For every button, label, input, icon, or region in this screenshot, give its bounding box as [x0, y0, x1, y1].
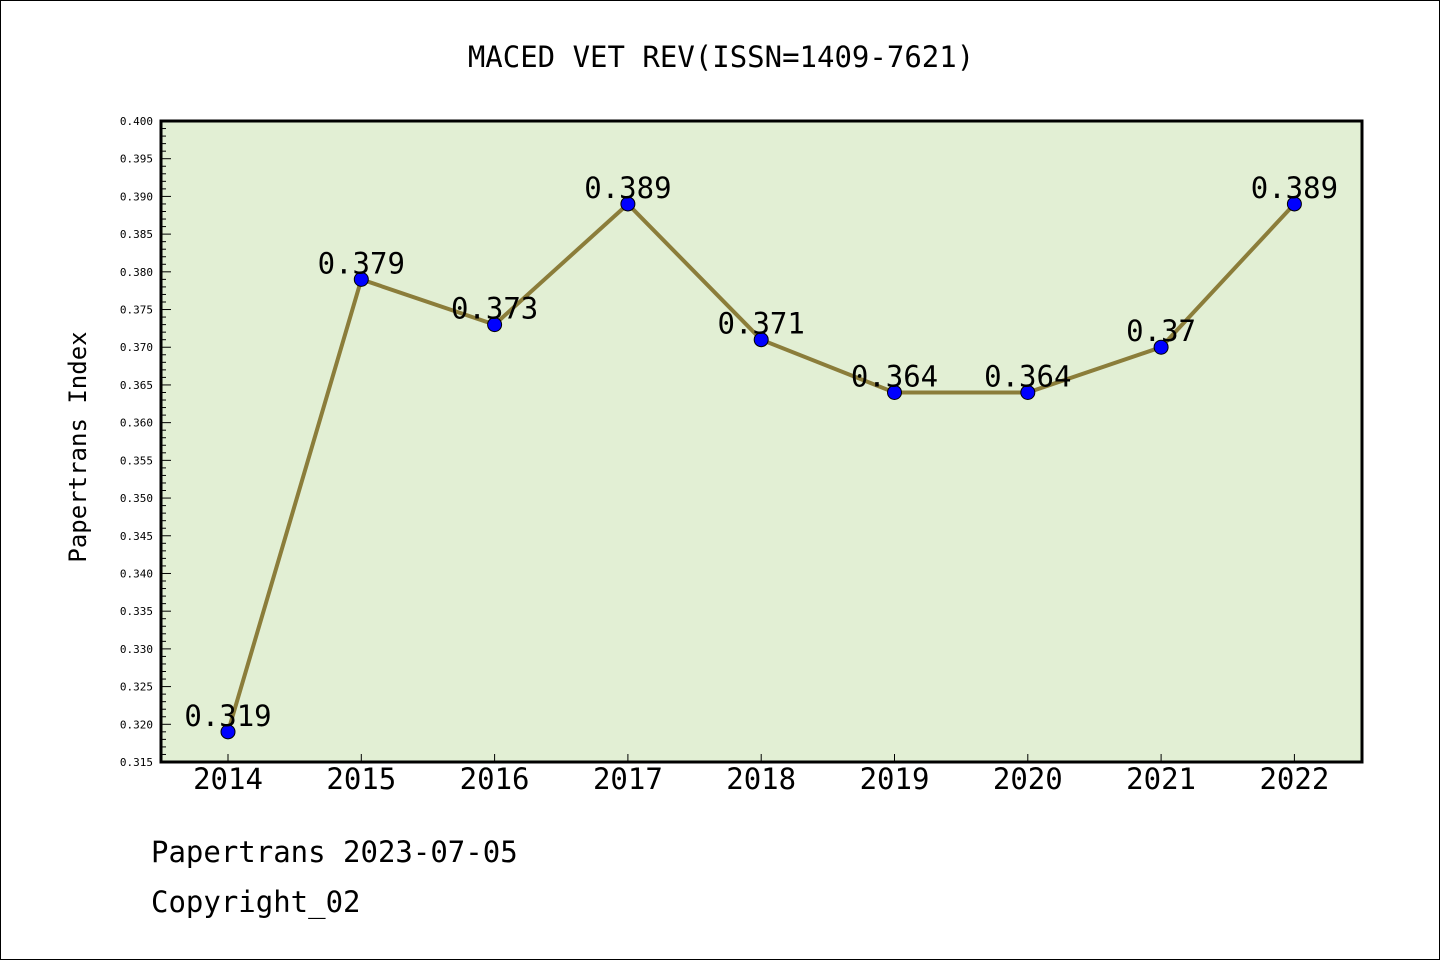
data-markers	[220, 196, 1302, 740]
data-label: 0.379	[318, 246, 405, 280]
data-point	[1286, 196, 1302, 212]
data-label: 0.389	[1251, 171, 1338, 205]
x-tick-label: 2017	[593, 762, 663, 796]
y-axis-ticks: 0.315 0.320 0.325 0.330 0.335 0.340 0.345 0.350…	[120, 115, 171, 769]
x-tick-label: 2015	[326, 762, 396, 796]
data-point	[353, 271, 369, 287]
y-tick-label: 0.340	[120, 567, 153, 580]
plot-border	[159, 119, 1364, 764]
y-tick-label: 0.365	[120, 379, 153, 392]
plot-area	[161, 121, 1362, 762]
data-point	[620, 196, 636, 212]
data-labels: 0.319 0.379 0.373 0.389 0.371 0.364 0.364 0.37 0…	[184, 171, 1338, 733]
x-tick-label: 2021	[1126, 762, 1196, 796]
chart-title: MACED VET REV(ISSN=1409-7621)	[468, 40, 974, 74]
data-point	[887, 384, 902, 400]
data-label: 0.319	[184, 699, 271, 733]
footer-copyright: Copyright_02	[151, 885, 361, 919]
x-tick-label: 2022	[1259, 762, 1329, 796]
y-tick-label: 0.395	[120, 153, 153, 166]
y-tick-label: 0.355	[120, 454, 153, 467]
data-point	[1153, 339, 1169, 355]
y-axis-label: Papertrans Index	[64, 331, 92, 562]
x-axis-ticks: 2014 2015 2016 2017 2018 2019 2020 2021 2022	[193, 754, 1329, 796]
data-label: 0.364	[851, 359, 938, 393]
data-label: 0.364	[984, 359, 1071, 393]
data-label: 0.371	[718, 307, 805, 341]
footer-date-line: Papertrans 2023-07-05	[151, 835, 518, 869]
y-tick-label: 0.370	[120, 341, 153, 354]
x-tick-label: 2018	[726, 762, 796, 796]
x-tick-label: 2014	[193, 762, 263, 796]
y-tick-label: 0.330	[120, 643, 153, 656]
y-tick-label: 0.320	[120, 718, 153, 731]
y-tick-label: 0.390	[120, 190, 153, 203]
y-tick-label: 0.345	[120, 530, 153, 543]
data-point	[1020, 384, 1036, 400]
y-tick-label: 0.400	[120, 115, 153, 128]
y-tick-label: 0.335	[120, 605, 153, 618]
x-tick-label: 2020	[993, 762, 1063, 796]
x-tick-label: 2019	[860, 762, 930, 796]
y-tick-label: 0.360	[120, 417, 153, 430]
y-tick-label: 0.350	[120, 492, 153, 505]
y-tick-label: 0.385	[120, 228, 153, 241]
data-label: 0.37	[1126, 314, 1196, 348]
data-label: 0.373	[451, 292, 538, 326]
data-label: 0.389	[584, 171, 671, 205]
data-point	[220, 724, 236, 740]
data-point	[753, 332, 769, 348]
y-tick-label: 0.325	[120, 681, 153, 694]
y-tick-label: 0.380	[120, 266, 153, 279]
x-tick-label: 2016	[460, 762, 530, 796]
data-point	[487, 317, 503, 333]
y-tick-label: 0.375	[120, 304, 153, 317]
y-tick-label: 0.315	[120, 756, 153, 769]
